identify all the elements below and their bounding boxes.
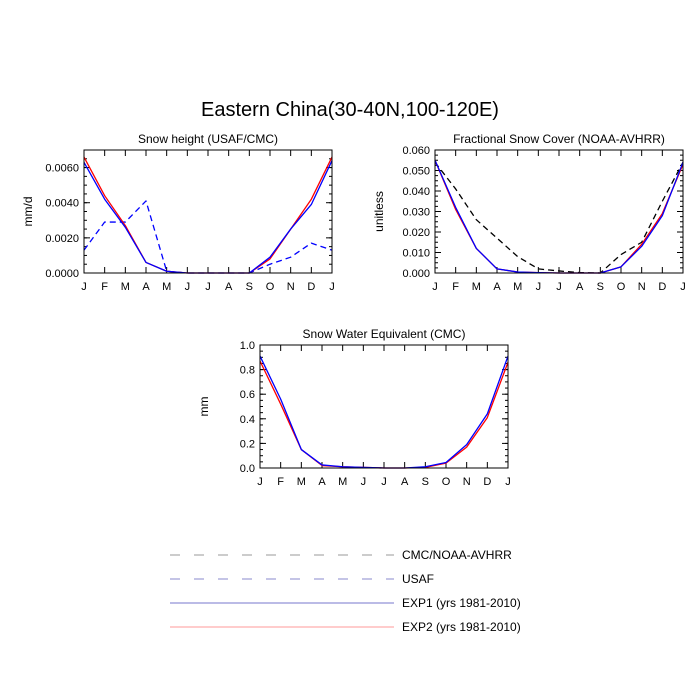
x-tick-label: A xyxy=(576,281,584,293)
x-tick-label: A xyxy=(401,476,409,488)
x-tick-label: N xyxy=(638,281,646,293)
x-tick-label: J xyxy=(361,476,367,488)
x-tick-label: M xyxy=(162,281,171,293)
x-tick-label: S xyxy=(422,476,429,488)
series-line-exp2 xyxy=(83,156,333,274)
x-tick-label: A xyxy=(142,281,150,293)
y-tick-label: 0.2 xyxy=(240,438,255,450)
x-tick-label: J xyxy=(381,476,387,488)
y-tick-label: 0.050 xyxy=(402,166,430,178)
y-tick-label: 0.010 xyxy=(402,248,430,260)
series-line-exp1 xyxy=(434,159,684,274)
x-tick-label: M xyxy=(338,476,347,488)
series-line-exp1 xyxy=(259,355,509,469)
x-tick-label: F xyxy=(277,476,284,488)
x-tick-label: J xyxy=(680,281,686,293)
y-tick-label: 0.0040 xyxy=(45,198,79,210)
chart-panel-3: Snow Water Equivalent (CMC) mm 0.0 0.2 0.4 0.… xyxy=(197,327,511,488)
series-line-exp2 xyxy=(434,159,684,274)
y-axis-label: unitless xyxy=(372,191,386,232)
x-tick-label: O xyxy=(617,281,626,293)
x-tick-label: J xyxy=(556,281,562,293)
x-tick-label: O xyxy=(266,281,275,293)
series-line-usaf xyxy=(83,200,333,274)
x-tick-label: A xyxy=(318,476,326,488)
x-tick-label: J xyxy=(505,476,511,488)
legend-item: EXP1 (yrs 1981-2010) xyxy=(170,596,521,610)
y-tick-label: 0.060 xyxy=(402,145,430,157)
y-tick-label: 0.020 xyxy=(402,227,430,239)
plot-frame xyxy=(434,149,684,274)
x-tick-label: N xyxy=(463,476,471,488)
y-axis-label: mm/d xyxy=(21,197,35,227)
panel-title: Snow Water Equivalent (CMC) xyxy=(303,327,466,341)
x-tick-label: J xyxy=(257,476,263,488)
series-line-exp1 xyxy=(83,160,333,274)
y-tick-label: 0.0 xyxy=(240,463,255,475)
x-tick-label: M xyxy=(472,281,481,293)
x-tick-label: J xyxy=(185,281,191,293)
x-tick-label: S xyxy=(246,281,253,293)
x-tick-label: J xyxy=(205,281,211,293)
series-line-exp2 xyxy=(259,360,509,469)
legend: CMC/NOAA-AVHRR USAF EXP1 (yrs 1981-2010) EX… xyxy=(170,548,521,634)
y-axis-label: mm xyxy=(197,397,211,417)
plot-frame xyxy=(83,149,333,274)
y-tick-label: 0.0060 xyxy=(45,163,79,175)
x-tick-label: M xyxy=(513,281,522,293)
x-tick-label: D xyxy=(658,281,666,293)
chart-panel-1: Snow height (USAF/CMC) mm/d 0.0000 0.0020 0.… xyxy=(21,132,335,293)
plot-frame xyxy=(259,344,509,469)
panel-title: Snow height (USAF/CMC) xyxy=(138,132,278,146)
x-tick-label: J xyxy=(329,281,335,293)
x-tick-label: S xyxy=(597,281,604,293)
x-tick-label: J xyxy=(81,281,87,293)
x-tick-label: A xyxy=(493,281,501,293)
x-tick-label: A xyxy=(225,281,233,293)
x-tick-label: J xyxy=(432,281,438,293)
y-tick-label: 0.4 xyxy=(240,414,255,426)
chart-panel-2: Fractional Snow Cover (NOAA-AVHRR) unitle… xyxy=(372,132,686,293)
y-tick-label: 0.6 xyxy=(240,389,255,401)
y-tick-label: 0.000 xyxy=(402,268,430,280)
legend-item: EXP2 (yrs 1981-2010) xyxy=(170,620,521,634)
x-tick-label: N xyxy=(287,281,295,293)
y-tick-label: 1.0 xyxy=(240,340,255,352)
legend-item: CMC/NOAA-AVHRR xyxy=(170,548,512,562)
y-tick-label: 0.040 xyxy=(402,186,430,198)
legend-label: CMC/NOAA-AVHRR xyxy=(402,548,512,562)
legend-item: USAF xyxy=(170,572,434,586)
x-tick-label: D xyxy=(307,281,315,293)
panel-title: Fractional Snow Cover (NOAA-AVHRR) xyxy=(453,132,665,146)
x-tick-label: M xyxy=(121,281,130,293)
y-tick-label: 0.0020 xyxy=(45,233,79,245)
chart-panels: Snow height (USAF/CMC) mm/d 0.0000 0.0020 0.… xyxy=(21,132,686,488)
y-tick-label: 0.0000 xyxy=(45,268,79,280)
x-tick-label: D xyxy=(483,476,491,488)
legend-label: EXP1 (yrs 1981-2010) xyxy=(402,596,521,610)
y-tick-label: 0.030 xyxy=(402,207,430,219)
x-tick-label: F xyxy=(101,281,108,293)
x-tick-label: F xyxy=(452,281,459,293)
figure-title: Eastern China(30-40N,100-120E) xyxy=(201,99,499,121)
legend-label: EXP2 (yrs 1981-2010) xyxy=(402,620,521,634)
y-tick-label: 0.8 xyxy=(240,365,255,377)
series-line-cmc_noaa xyxy=(434,161,684,274)
x-tick-label: O xyxy=(442,476,451,488)
legend-label: USAF xyxy=(402,572,434,586)
x-tick-label: M xyxy=(297,476,306,488)
x-tick-label: J xyxy=(536,281,542,293)
